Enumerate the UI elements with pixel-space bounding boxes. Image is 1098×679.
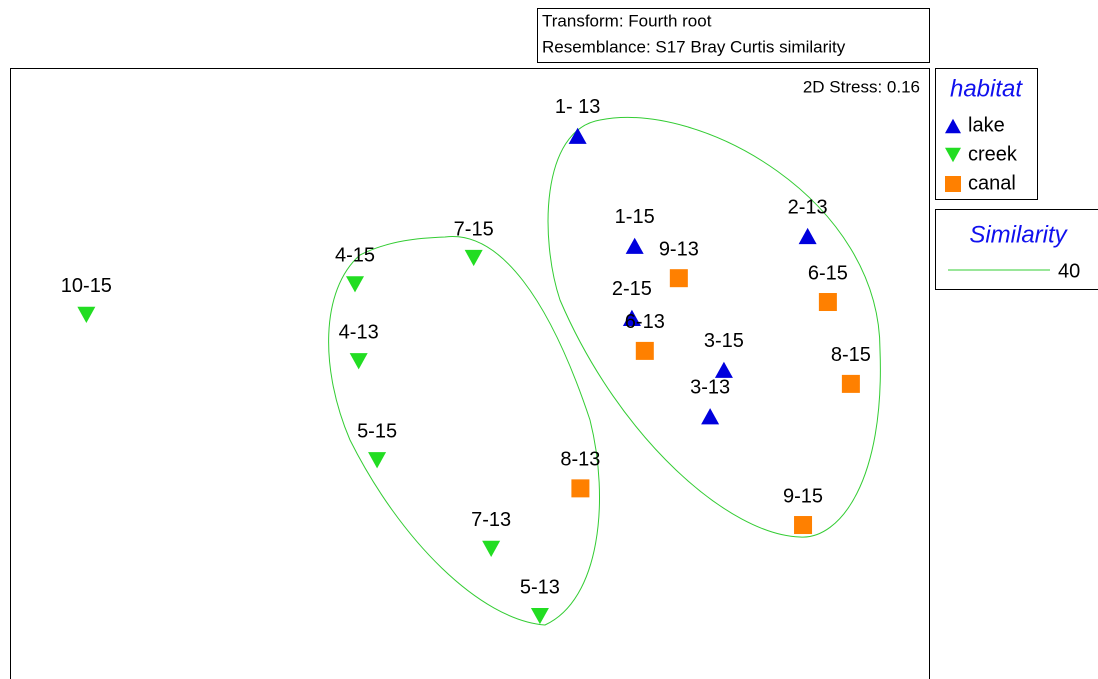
point bbox=[622, 309, 641, 326]
point-label: 6-15 bbox=[808, 262, 848, 284]
point-label: 7-15 bbox=[454, 218, 494, 240]
point bbox=[635, 341, 654, 360]
point bbox=[794, 516, 813, 535]
point-label: 7-13 bbox=[471, 509, 511, 531]
point-label: 2-15 bbox=[612, 278, 652, 300]
point-label: 8-13 bbox=[560, 449, 600, 471]
plot-frame bbox=[10, 68, 930, 679]
legend-label: creek bbox=[968, 143, 1018, 165]
legend-marker bbox=[945, 176, 961, 192]
point-label: 3-15 bbox=[704, 330, 744, 352]
point-label: 9-13 bbox=[659, 238, 699, 260]
point bbox=[368, 452, 387, 469]
point bbox=[349, 353, 368, 370]
point-label: 3-13 bbox=[690, 377, 730, 399]
resemblance-note: Resemblance: S17 Bray Curtis similarity bbox=[542, 37, 846, 56]
legend-box bbox=[935, 68, 1038, 200]
point bbox=[571, 479, 590, 498]
point bbox=[346, 276, 364, 293]
point bbox=[530, 607, 549, 625]
legend-marker bbox=[945, 118, 961, 134]
point-label: 4-13 bbox=[339, 322, 379, 344]
legend-marker bbox=[945, 147, 961, 163]
point bbox=[568, 127, 587, 144]
legend-title: habitat bbox=[950, 75, 1023, 102]
contour-legend-title: Similarity bbox=[969, 221, 1068, 248]
point bbox=[798, 227, 817, 245]
point bbox=[77, 306, 96, 323]
point-label: 10-15 bbox=[61, 275, 112, 297]
point bbox=[625, 237, 644, 254]
point bbox=[714, 361, 733, 378]
point bbox=[464, 249, 483, 267]
point-label: 9-15 bbox=[783, 485, 823, 507]
point-label: 8-15 bbox=[831, 344, 871, 366]
point-label: 1-15 bbox=[615, 206, 655, 228]
stress-note: 2D Stress: 0.16 bbox=[803, 77, 920, 96]
point-label: 2-13 bbox=[788, 196, 828, 218]
point bbox=[669, 269, 688, 288]
point-label: 5-15 bbox=[357, 421, 397, 443]
contour-level: 40 bbox=[1058, 260, 1080, 282]
legend-label: lake bbox=[968, 114, 1005, 136]
contour-legend-box bbox=[935, 209, 1098, 290]
point bbox=[701, 408, 720, 425]
similarity-contour bbox=[328, 236, 601, 626]
point-label: 6-13 bbox=[625, 311, 665, 333]
note-box bbox=[537, 8, 930, 63]
point bbox=[841, 374, 860, 393]
legend-label: canal bbox=[968, 172, 1016, 194]
point bbox=[482, 540, 501, 557]
transform-note: Transform: Fourth root bbox=[542, 11, 712, 30]
point-label: 5-13 bbox=[520, 576, 560, 598]
similarity-contour bbox=[547, 116, 881, 538]
point-label: 1- 13 bbox=[555, 96, 601, 118]
point-label: 4-15 bbox=[335, 245, 375, 267]
point bbox=[818, 293, 837, 312]
